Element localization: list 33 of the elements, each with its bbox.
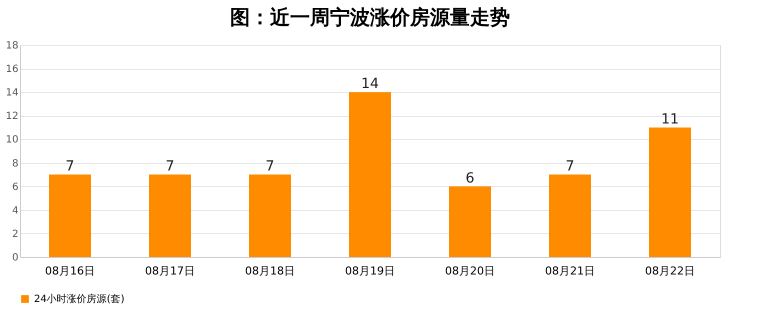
bar [349, 92, 391, 257]
bar [449, 186, 491, 257]
x-tick-label: 08月22日 [645, 264, 695, 278]
x-tick-label: 08月21日 [545, 264, 595, 278]
x-tick-label: 08月16日 [45, 264, 95, 278]
bar [49, 174, 91, 257]
data-label: 14 [361, 76, 379, 92]
y-tick-label: 10 [6, 134, 18, 146]
y-tick-label: 0 [12, 252, 18, 264]
data-label: 7 [66, 158, 74, 175]
legend-label: 24小时涨价房源(套) [34, 293, 125, 305]
x-tick-label: 08月17日 [145, 264, 195, 278]
data-label: 7 [566, 158, 574, 175]
data-label: 7 [166, 158, 174, 175]
y-tick-label: 6 [12, 182, 18, 193]
bar [649, 127, 691, 257]
y-tick-label: 18 [6, 40, 18, 52]
y-tick-label: 2 [12, 228, 18, 240]
data-label: 7 [266, 158, 274, 175]
y-tick-label: 14 [6, 88, 18, 99]
bar [149, 174, 191, 257]
data-label: 11 [661, 111, 679, 128]
x-tick-label: 08月18日 [245, 264, 295, 278]
bar [549, 174, 591, 257]
y-tick-label: 8 [12, 158, 18, 170]
data-label: 6 [466, 170, 475, 186]
x-tick-label: 08月19日 [345, 264, 395, 278]
y-tick-label: 16 [6, 64, 18, 76]
chart-title: 图：近一周宁波涨价房源量走势 [230, 5, 510, 29]
x-tick-label: 08月20日 [445, 264, 495, 278]
y-tick-label: 4 [12, 205, 18, 216]
y-tick-label: 12 [6, 111, 18, 122]
bar [249, 174, 291, 257]
